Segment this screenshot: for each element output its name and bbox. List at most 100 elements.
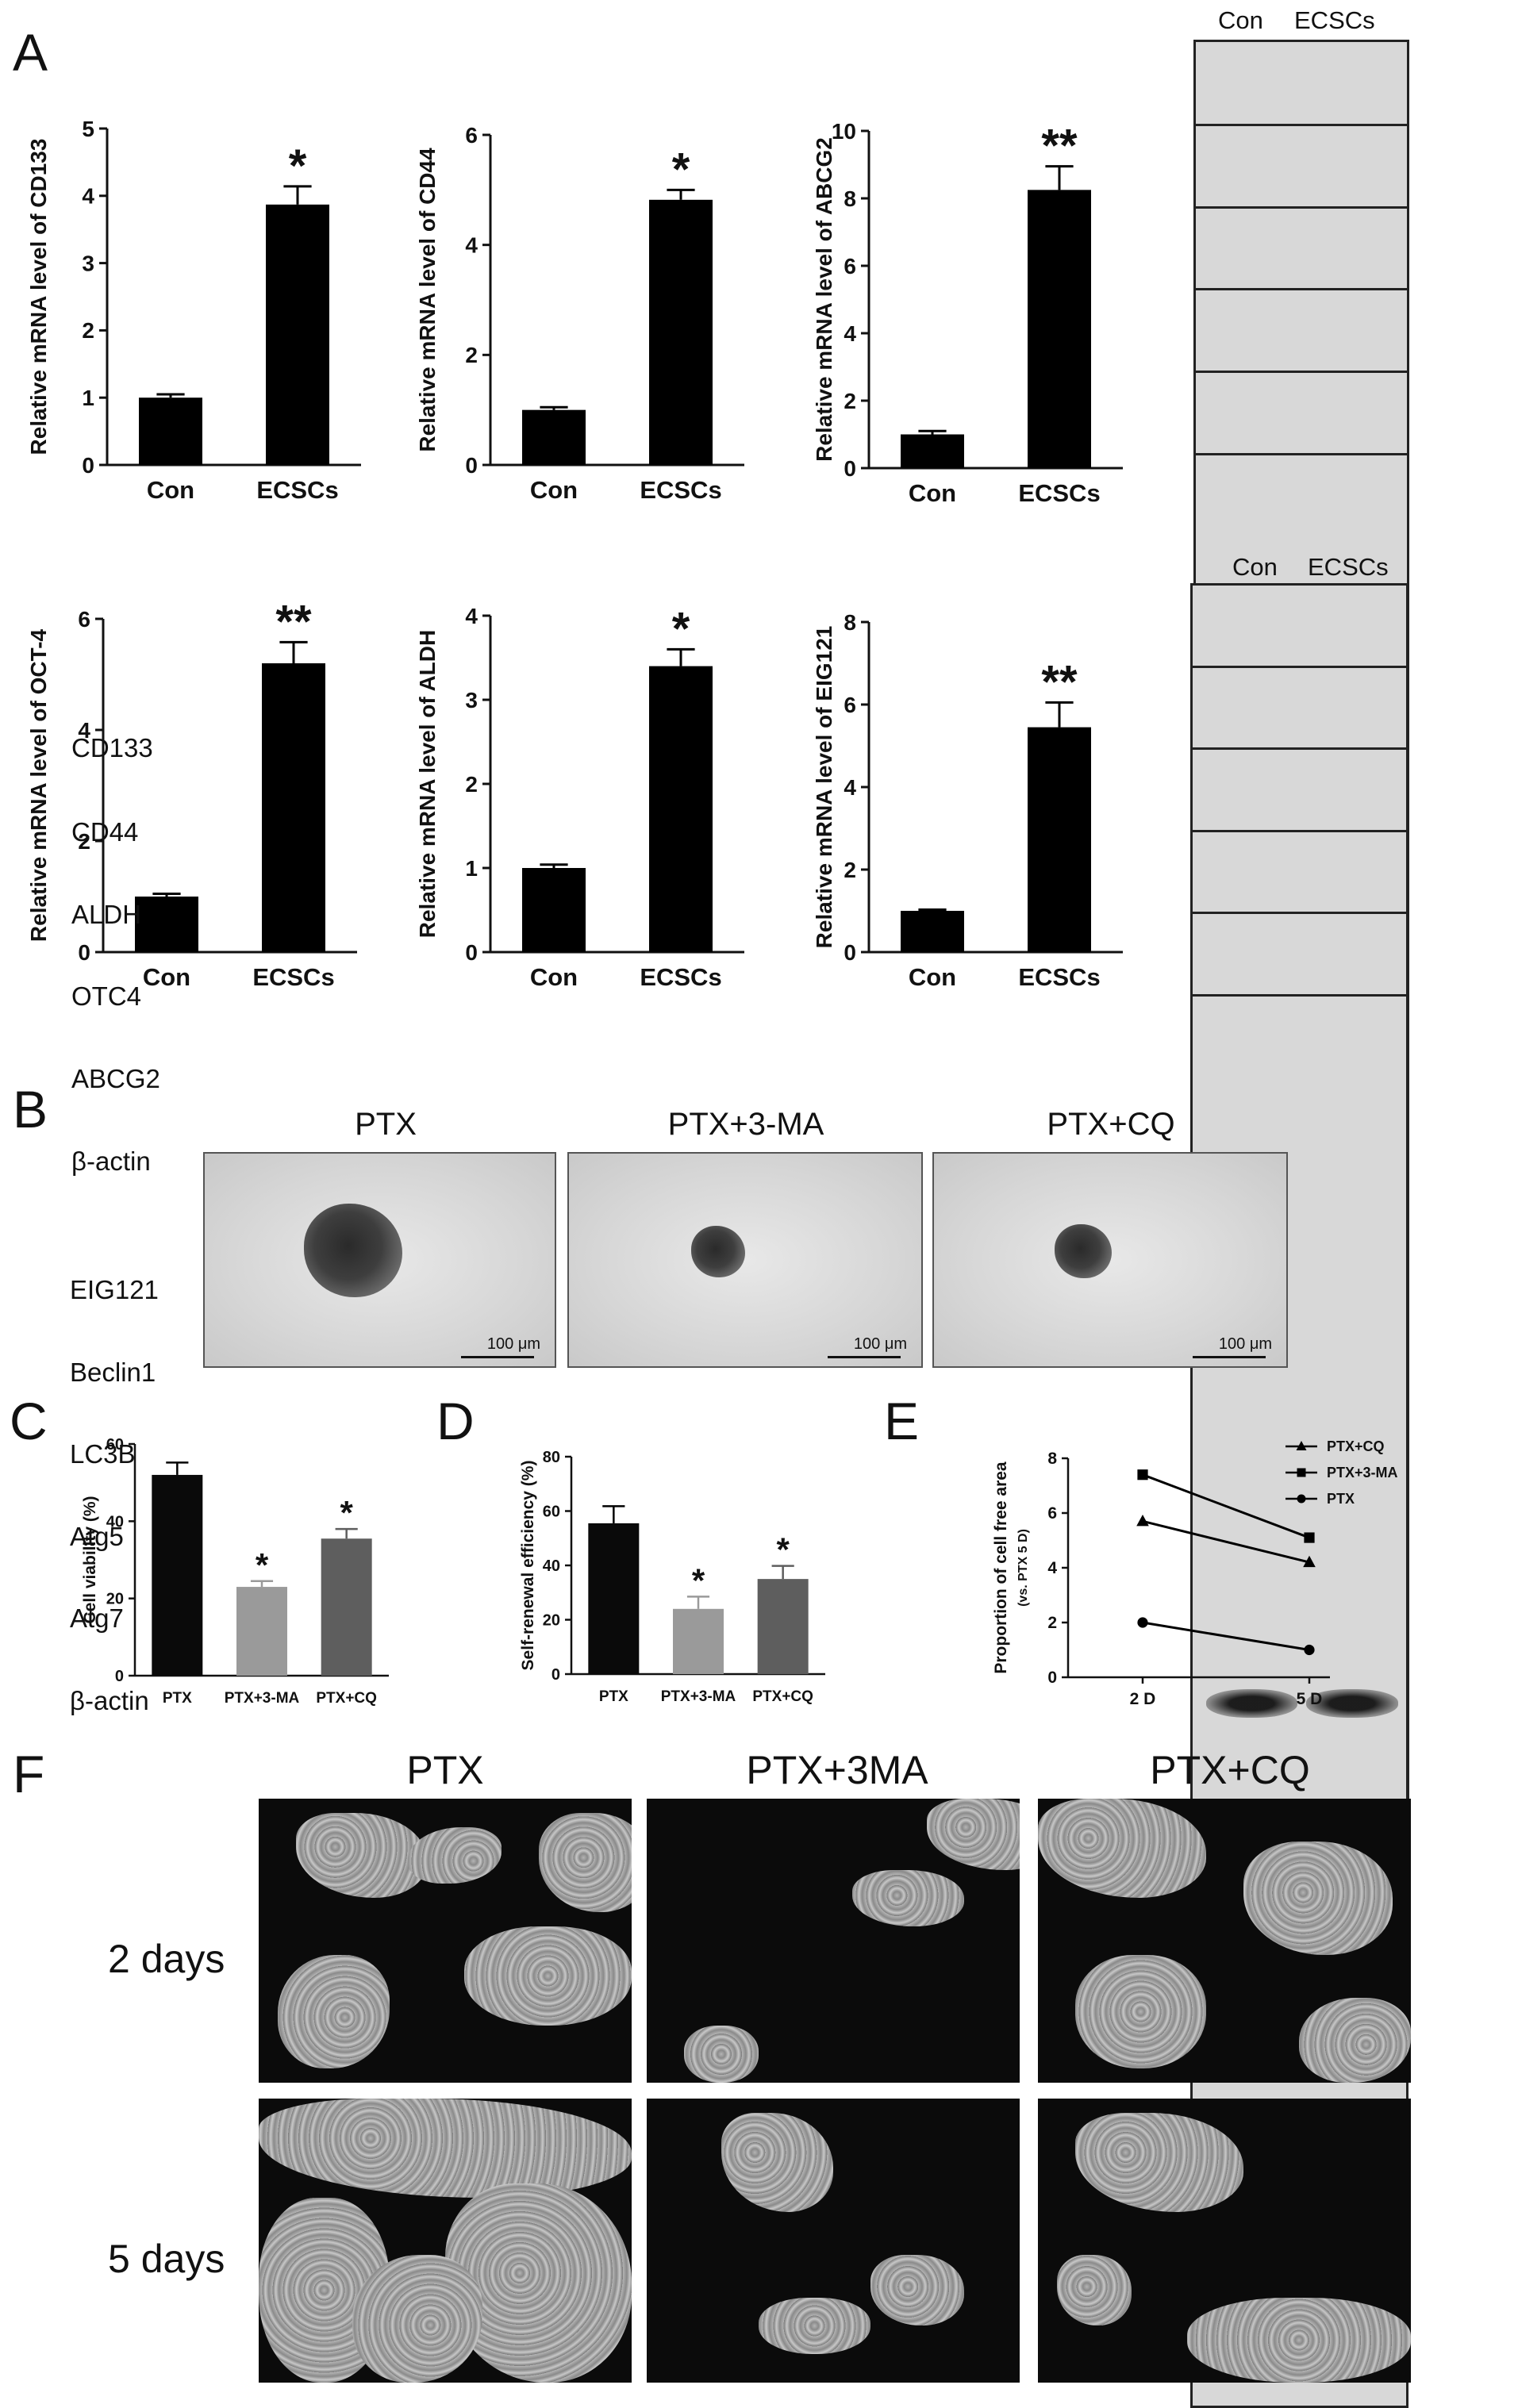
bar-con <box>901 434 964 468</box>
significance-mark: * <box>692 1561 705 1599</box>
wound-image <box>1038 2099 1411 2383</box>
wound-col-3ma: PTX+3MA <box>746 1748 928 1792</box>
y-tick-label: 0 <box>844 456 856 481</box>
bar-con <box>901 911 964 952</box>
wound-image <box>1038 1799 1411 2083</box>
y-tick-label: 0 <box>465 453 478 478</box>
y-tick-label: 0 <box>1047 1669 1057 1687</box>
blot-header-con: Con <box>1232 553 1278 581</box>
category-label: Con <box>530 963 578 991</box>
category-label: ECSCs <box>1018 963 1100 991</box>
blot-header-ecscs: ECSCs <box>1308 553 1389 581</box>
y-axis-label: Relative mRNA level of CD133 <box>26 139 51 455</box>
wound-row-5days: 5 days <box>108 2237 225 2281</box>
y-tick-label: 4 <box>82 184 94 209</box>
blot-label: LC3B <box>70 1439 136 1469</box>
scale-bar-label: 100 μm <box>486 1335 540 1353</box>
y-tick-label: 4 <box>78 718 90 743</box>
cell-patch <box>926 1799 1020 1870</box>
y-tick-label: 6 <box>78 607 90 632</box>
significance-mark: * <box>256 1546 269 1584</box>
scale-bar-label: 100 μm <box>853 1335 907 1353</box>
y-tick-label: 0 <box>844 940 856 965</box>
cell-patch <box>870 2254 964 2326</box>
blot-label: OTC4 <box>71 981 142 1011</box>
y-axis-label: Relative mRNA level of ALDH <box>415 630 440 938</box>
bar-con <box>139 397 202 465</box>
bar-con <box>522 409 586 465</box>
category-label: Con <box>143 963 190 991</box>
y-tick-label: 2 <box>1047 1614 1057 1632</box>
blot-label: CD44 <box>71 816 139 847</box>
y-tick-label: 20 <box>543 1612 560 1630</box>
sphere-image: 100 μm <box>203 1152 556 1368</box>
bar-ptx-cq <box>757 1579 809 1674</box>
cell-patch <box>1187 2297 1411 2383</box>
panel-label-f: F <box>13 1745 45 1803</box>
series-line-ptx-cq <box>1142 1519 1310 1564</box>
x-tick-label: 2 D <box>1130 1690 1156 1708</box>
chart-cell-viability: 0 20 40 60 PTX PTX+3-MA * PTX+CQ * Cell viability… <box>81 1436 389 1707</box>
category-label: Con <box>530 476 578 504</box>
sphere-title-cq: PTX+CQ <box>1047 1107 1175 1142</box>
y-axis-label: Relative mRNA level of ABCG2 <box>812 137 836 462</box>
y-tick-label: 0 <box>465 940 478 965</box>
panel-label-a: A <box>13 23 48 82</box>
cell-patch <box>1243 1841 1393 1955</box>
significance-mark: * <box>672 603 690 655</box>
category-label: ECSCs <box>640 963 721 991</box>
bar-ptx <box>588 1523 640 1674</box>
y-tick-label: 80 <box>543 1449 560 1466</box>
bar-ecscs <box>1028 190 1091 468</box>
y-tick-label: 4 <box>465 604 478 628</box>
cell-patch <box>1056 2254 1132 2326</box>
wound-col-cq: PTX+CQ <box>1150 1748 1310 1792</box>
y-tick-label: 40 <box>543 1557 560 1575</box>
y-tick-label: 6 <box>844 254 856 278</box>
blot-label: Beclin1 <box>70 1358 156 1387</box>
y-tick-label: 8 <box>844 610 856 635</box>
blot-label: Atg7 <box>70 1603 124 1633</box>
data-point <box>1303 1555 1316 1568</box>
bar-ptx-3-ma <box>236 1587 287 1676</box>
cell-patch <box>1299 1997 1411 2083</box>
chart-oct4: 0 2 4 6 Con ECSCs ** Relative mRNA level of OCT… <box>26 603 357 991</box>
y-tick-label: 8 <box>844 186 856 211</box>
y-axis-label: Proportion of cell free area <box>992 1461 1010 1674</box>
y-tick-label: 20 <box>106 1591 124 1608</box>
y-tick-label: 4 <box>465 232 478 257</box>
sphere-title-3ma: PTX+3-MA <box>667 1107 824 1142</box>
bar-ecscs <box>266 204 329 465</box>
sphere-image: 100 μm <box>567 1152 923 1368</box>
bar-ptx-3-ma <box>673 1608 724 1674</box>
legend-label: PTX <box>1327 1491 1355 1507</box>
y-axis-label: Relative mRNA level of OCT-4 <box>26 628 51 942</box>
scale-bar <box>1193 1356 1266 1358</box>
y-axis-label: Self-renewal efficiency (%) <box>519 1461 537 1671</box>
chart-abcg2: 0 2 4 6 8 10 Con ECSCs ** Relative mRNA level of … <box>812 119 1123 507</box>
data-point <box>1137 1469 1148 1481</box>
category-label: PTX+CQ <box>316 1690 377 1707</box>
bar-ecscs <box>1028 727 1091 952</box>
y-tick-label: 0 <box>115 1668 124 1685</box>
chart-cd44: 0 2 4 6 Con ECSCs * Relative mRNA level of CD44 <box>415 123 744 504</box>
chart-aldh: 0 1 2 3 4 Con ECSCs * Relative mRNA level of ALD… <box>415 603 744 991</box>
bar-ecscs <box>649 666 713 952</box>
cell-patch <box>721 2112 833 2213</box>
panel-label-b: B <box>13 1080 48 1139</box>
cell-patch <box>1075 1954 1206 2069</box>
sphere-cluster <box>691 1225 746 1277</box>
wound-row-2days: 2 days <box>108 1937 225 1981</box>
legend-label: PTX+3-MA <box>1327 1465 1398 1481</box>
y-axis-sublabel: (vs. PTX 5 D) <box>1016 1529 1030 1607</box>
series-line-ptx-3-ma <box>1142 1473 1310 1539</box>
y-tick-label: 1 <box>465 856 478 881</box>
category-label: PTX+3-MA <box>225 1690 300 1707</box>
significance-mark: ** <box>1041 656 1078 708</box>
y-tick-label: 0 <box>82 453 94 478</box>
wound-image <box>259 1799 632 2083</box>
sphere-title-ptx: PTX <box>355 1107 417 1142</box>
wound-image <box>647 1799 1020 2083</box>
category-label: ECSCs <box>1018 479 1100 507</box>
y-tick-label: 2 <box>465 772 478 797</box>
